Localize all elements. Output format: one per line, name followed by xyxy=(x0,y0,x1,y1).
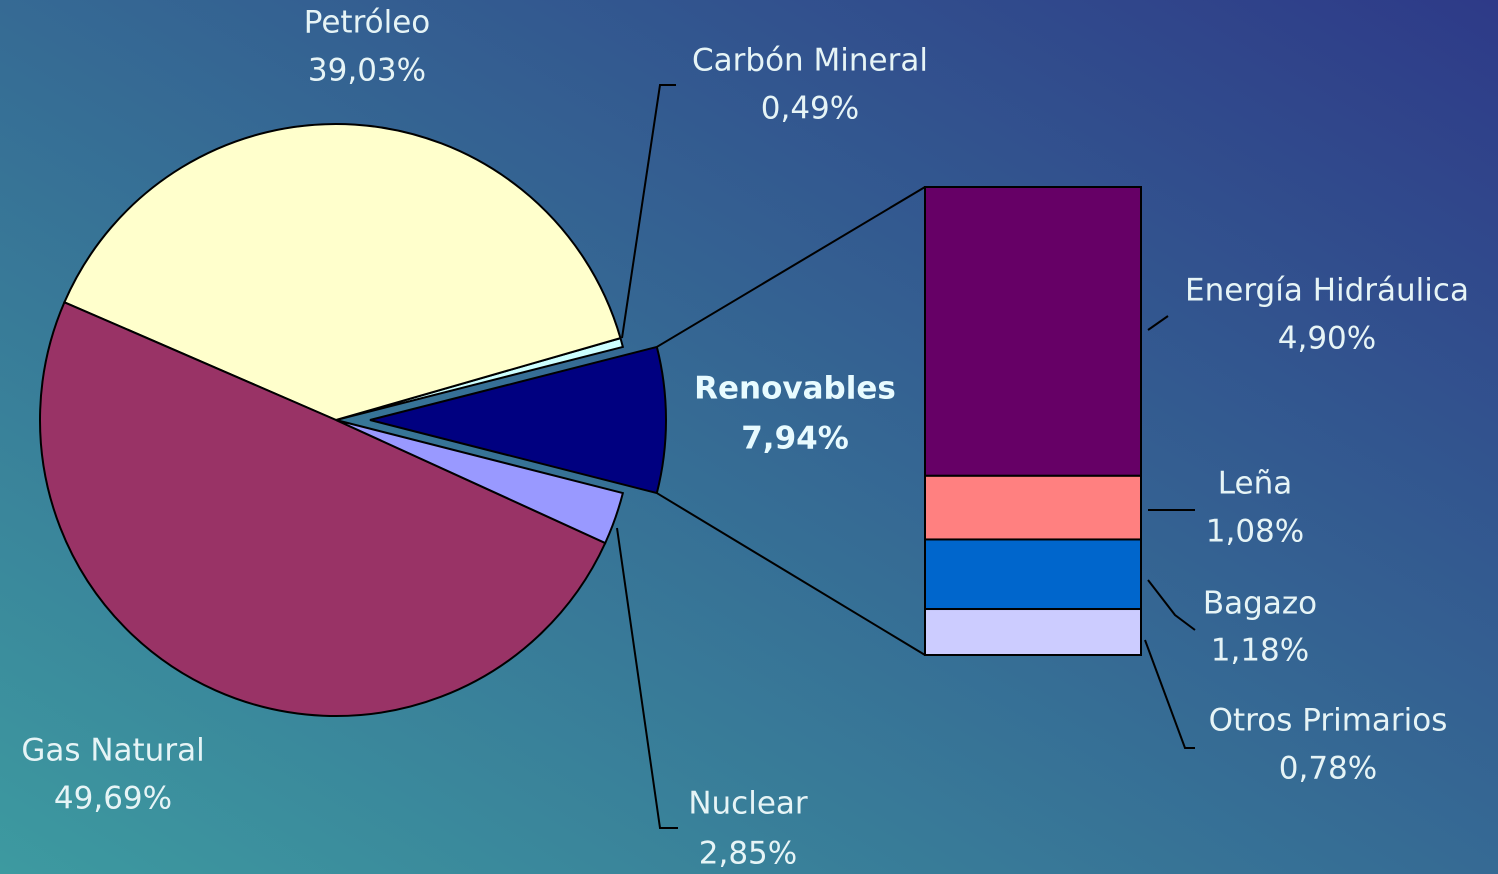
value-label: 0,49% xyxy=(761,91,859,127)
pie-slice xyxy=(63,123,622,422)
bar-segment xyxy=(924,608,1142,657)
bar-segment xyxy=(924,538,1142,611)
pie-slice xyxy=(369,345,667,495)
leader-line xyxy=(1144,639,1195,749)
category-label: Renovables xyxy=(694,371,896,407)
leader-line xyxy=(1147,579,1196,631)
value-label: 49,69% xyxy=(54,781,172,817)
connector-line xyxy=(656,186,926,348)
value-label: 4,90% xyxy=(1278,321,1376,357)
value-label: 1,08% xyxy=(1206,514,1304,550)
bar-segment xyxy=(924,474,1142,541)
category-label: Gas Natural xyxy=(21,733,204,769)
bar-segment xyxy=(924,186,1142,477)
value-label: 0,78% xyxy=(1279,751,1377,787)
value-label: 7,94% xyxy=(741,421,849,457)
value-label: 1,18% xyxy=(1211,633,1309,669)
leader-line xyxy=(616,527,678,829)
value-label: 2,85% xyxy=(699,836,797,872)
leader-lines xyxy=(616,84,1196,829)
connector-line xyxy=(656,492,926,656)
category-label: Otros Primarios xyxy=(1209,703,1448,739)
pie-slice xyxy=(39,300,607,717)
category-label: Bagazo xyxy=(1203,586,1317,622)
value-label: 39,03% xyxy=(308,53,426,89)
category-label: Leña xyxy=(1218,466,1292,502)
leader-line xyxy=(621,84,676,339)
category-label: Petróleo xyxy=(304,5,431,41)
category-label: Carbón Mineral xyxy=(692,43,928,79)
category-label: Energía Hidráulica xyxy=(1185,273,1469,309)
leader-line xyxy=(1147,315,1169,331)
category-label: Nuclear xyxy=(688,786,808,822)
pie-slice xyxy=(335,419,625,545)
